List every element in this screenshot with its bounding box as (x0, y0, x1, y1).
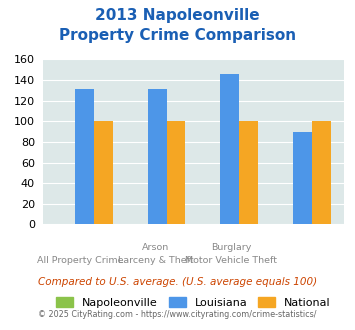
Bar (220, 74, 239, 224)
Text: Burglary: Burglary (211, 243, 251, 251)
Bar (94, 121, 113, 224)
Text: Property Crime Comparison: Property Crime Comparison (59, 28, 296, 43)
Bar (312, 121, 331, 224)
Text: 2013 Napoleonville: 2013 Napoleonville (95, 8, 260, 23)
Text: © 2025 CityRating.com - https://www.cityrating.com/crime-statistics/: © 2025 CityRating.com - https://www.city… (38, 310, 317, 319)
Text: Larceny & Theft: Larceny & Theft (118, 256, 193, 265)
Text: Arson: Arson (142, 243, 169, 251)
Bar (75, 89, 94, 224)
Text: All Property Crime: All Property Crime (37, 256, 124, 265)
Bar (239, 121, 258, 224)
Bar (293, 132, 312, 224)
Bar (148, 89, 166, 224)
Bar (166, 121, 186, 224)
Text: Compared to U.S. average. (U.S. average equals 100): Compared to U.S. average. (U.S. average … (38, 278, 317, 287)
Text: Motor Vehicle Theft: Motor Vehicle Theft (185, 256, 277, 265)
Legend: Napoleonville, Louisiana, National: Napoleonville, Louisiana, National (52, 293, 335, 312)
